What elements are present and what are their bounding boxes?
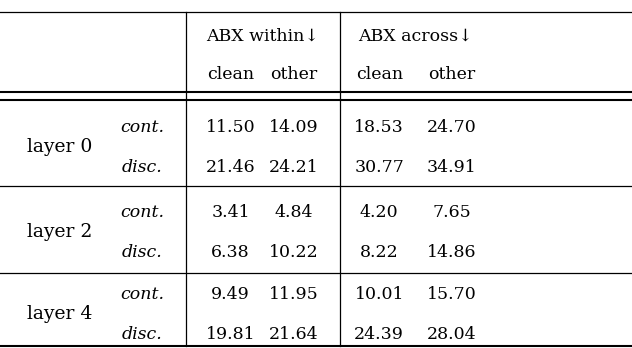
Text: 4.20: 4.20 (360, 204, 399, 221)
Text: ABX within↓: ABX within↓ (206, 28, 319, 45)
Text: 24.70: 24.70 (427, 119, 477, 135)
Text: cont.: cont. (120, 119, 164, 135)
Text: 21.46: 21.46 (206, 159, 255, 175)
Text: clean: clean (207, 66, 254, 83)
Text: disc.: disc. (122, 159, 162, 175)
Text: other: other (270, 66, 317, 83)
Text: clean: clean (356, 66, 403, 83)
Text: 7.65: 7.65 (432, 204, 471, 221)
Text: cont.: cont. (120, 286, 164, 302)
Text: disc.: disc. (122, 326, 162, 342)
Text: 15.70: 15.70 (427, 286, 477, 302)
Text: 4.84: 4.84 (275, 204, 313, 221)
Text: disc.: disc. (122, 244, 162, 261)
Text: 28.04: 28.04 (427, 326, 477, 342)
Text: 8.22: 8.22 (360, 244, 399, 261)
Text: layer 2: layer 2 (27, 223, 93, 241)
Text: 9.49: 9.49 (211, 286, 250, 302)
Text: other: other (428, 66, 475, 83)
Text: 24.21: 24.21 (269, 159, 319, 175)
Text: 10.22: 10.22 (269, 244, 319, 261)
Text: 18.53: 18.53 (355, 119, 404, 135)
Text: layer 4: layer 4 (27, 305, 93, 323)
Text: 14.86: 14.86 (427, 244, 477, 261)
Text: cont.: cont. (120, 204, 164, 221)
Text: 34.91: 34.91 (427, 159, 477, 175)
Text: 19.81: 19.81 (206, 326, 255, 342)
Text: ABX across↓: ABX across↓ (358, 28, 473, 45)
Text: 3.41: 3.41 (211, 204, 250, 221)
Text: 11.95: 11.95 (269, 286, 319, 302)
Text: 14.09: 14.09 (269, 119, 319, 135)
Text: 11.50: 11.50 (206, 119, 255, 135)
Text: 21.64: 21.64 (269, 326, 319, 342)
Text: 6.38: 6.38 (211, 244, 250, 261)
Text: layer 0: layer 0 (27, 138, 93, 156)
Text: 30.77: 30.77 (355, 159, 404, 175)
Text: 24.39: 24.39 (355, 326, 404, 342)
Text: 10.01: 10.01 (355, 286, 404, 302)
